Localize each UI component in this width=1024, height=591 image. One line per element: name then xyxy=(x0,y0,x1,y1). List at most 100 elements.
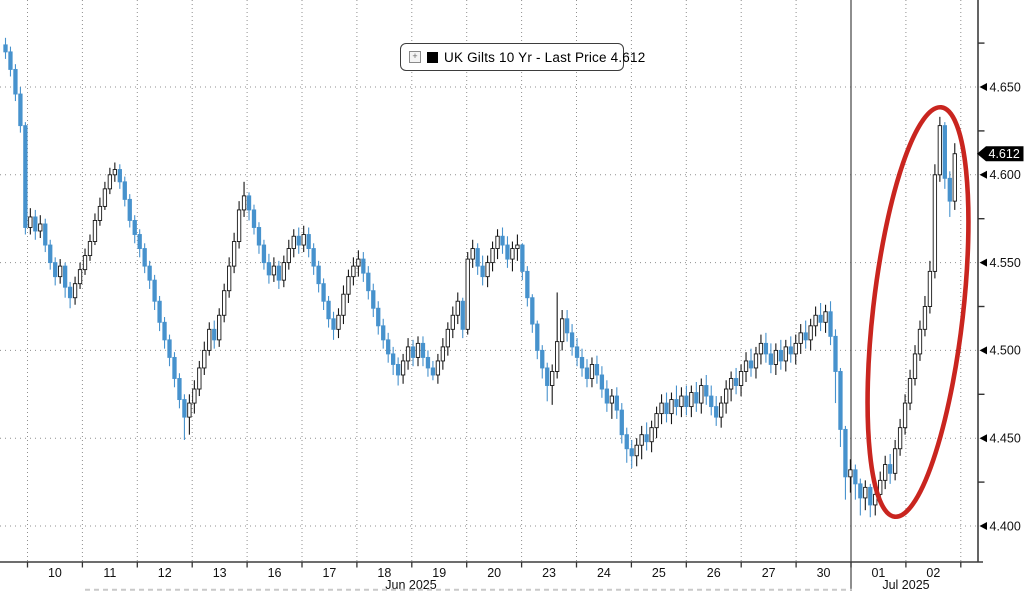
x-axis-day-label: 19 xyxy=(432,566,446,580)
candle-body xyxy=(584,367,590,379)
candle-body xyxy=(550,371,555,386)
candle-body xyxy=(699,385,704,404)
candle-body xyxy=(212,328,217,341)
candle-body xyxy=(117,169,122,183)
candle-body xyxy=(892,448,898,474)
candle-body xyxy=(535,323,540,351)
candle-body xyxy=(306,234,311,250)
candle-body xyxy=(624,434,629,450)
candle-body xyxy=(465,258,470,330)
candle-body xyxy=(48,244,53,264)
candle-body xyxy=(266,262,272,276)
candle-body xyxy=(391,353,396,365)
x-axis-day-label: 30 xyxy=(817,566,831,580)
candle-body xyxy=(480,265,485,278)
candle-body xyxy=(798,332,803,344)
candle-body xyxy=(366,272,371,292)
candle-body xyxy=(157,300,162,323)
candle-body xyxy=(226,265,232,292)
candle-body xyxy=(818,314,823,323)
y-tick-arrow-icon xyxy=(979,170,987,179)
candle-body xyxy=(599,374,605,390)
candle-body xyxy=(952,153,957,202)
candle-body xyxy=(410,346,416,358)
candle-body xyxy=(256,227,262,246)
candle-body xyxy=(321,283,326,302)
candle-body xyxy=(813,314,818,327)
candle-body xyxy=(714,406,719,418)
candle-body xyxy=(430,367,436,376)
candle-body xyxy=(614,395,619,411)
candle-body xyxy=(569,332,575,348)
y-tick-arrow-icon xyxy=(979,434,987,443)
candle-body xyxy=(23,125,28,228)
candle-body xyxy=(202,349,207,369)
y-axis-label: 4.600 xyxy=(990,168,1021,182)
y-axis-label: 4.400 xyxy=(990,519,1021,533)
candle-body xyxy=(107,174,113,190)
candle-body xyxy=(694,392,699,404)
x-axis-day-label: 01 xyxy=(871,566,885,580)
candle-body xyxy=(654,413,659,429)
candle-body xyxy=(559,318,565,343)
candle-body xyxy=(77,269,83,285)
candle-body xyxy=(420,342,426,358)
candle-body xyxy=(768,353,774,365)
candle-body xyxy=(187,402,192,418)
candle-body xyxy=(897,427,903,450)
candle-body xyxy=(853,469,858,485)
candle-body xyxy=(207,328,212,351)
candle-body xyxy=(62,265,68,288)
candle-body xyxy=(137,234,142,250)
candle-body xyxy=(217,314,222,341)
candle-body xyxy=(907,378,913,404)
candle-body xyxy=(490,248,495,264)
candle-body xyxy=(858,483,863,499)
candle-body xyxy=(147,265,152,281)
candle-body xyxy=(619,409,624,436)
candle-body xyxy=(684,395,689,408)
y-axis-label: 4.650 xyxy=(990,80,1021,94)
legend-expander-icon[interactable]: + xyxy=(409,51,421,63)
candle-body xyxy=(843,428,848,478)
candle-body xyxy=(763,342,769,355)
candle-body xyxy=(425,356,431,369)
candle-body xyxy=(316,265,321,285)
candle-body xyxy=(271,265,277,276)
candle-body xyxy=(28,216,33,228)
y-tick-arrow-icon xyxy=(979,258,987,267)
candle-body xyxy=(902,402,908,429)
candle-body xyxy=(351,265,356,278)
candle-body xyxy=(475,248,480,267)
candle-body xyxy=(291,235,296,250)
candle-body xyxy=(53,262,58,278)
candle-body xyxy=(286,248,291,264)
candle-body xyxy=(92,220,98,242)
candle-body xyxy=(758,342,764,355)
candle-body xyxy=(400,360,406,376)
legend-box[interactable]: + UK Gilts 10 Yr - Last Price 4.612 xyxy=(400,43,645,71)
candle-body xyxy=(833,335,838,372)
candle-body xyxy=(719,402,724,418)
candle-body xyxy=(634,444,639,457)
candle-body xyxy=(440,346,446,362)
candle-body xyxy=(500,235,505,246)
candle-body xyxy=(142,248,147,267)
candle-body xyxy=(127,198,132,221)
candle-body xyxy=(574,346,580,358)
candle-body xyxy=(3,44,8,53)
y-tick-arrow-icon xyxy=(979,346,987,355)
candle-body xyxy=(649,427,654,443)
candle-body xyxy=(888,464,893,474)
candle-body xyxy=(808,325,813,341)
candle-body xyxy=(231,241,237,267)
candle-body xyxy=(356,258,361,267)
candle-body xyxy=(505,244,510,260)
candle-body xyxy=(783,346,788,362)
candle-body xyxy=(485,262,490,278)
candle-body xyxy=(336,314,341,330)
y-axis-label: 4.500 xyxy=(990,344,1021,358)
series-swatch-icon xyxy=(427,51,438,63)
